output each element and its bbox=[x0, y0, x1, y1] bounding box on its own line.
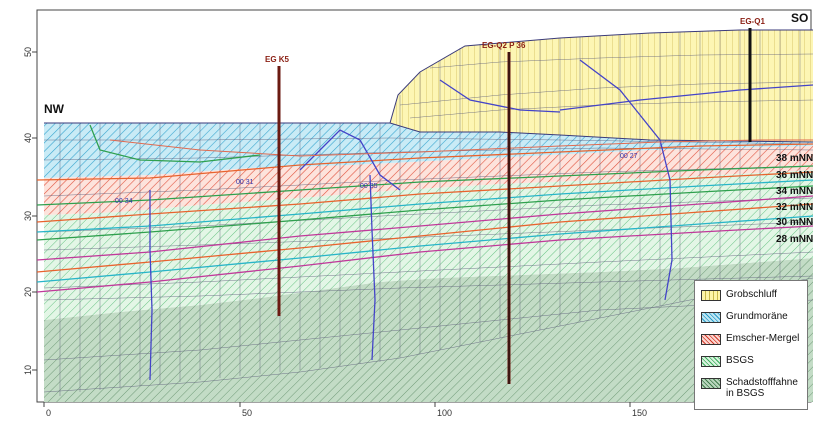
legend-item-bsgs: BSGS bbox=[701, 355, 754, 367]
legend-label: Schadstofffahne in BSGS bbox=[726, 377, 798, 399]
layer-schadstofffahne bbox=[44, 258, 813, 402]
y-tick-label: 30 bbox=[23, 211, 33, 221]
contour-label: 00 35 bbox=[360, 183, 378, 190]
x-tick-label: 150 bbox=[632, 408, 647, 418]
layer-emscher-mergel bbox=[44, 146, 813, 215]
well-label-eg-k5: EG K5 bbox=[265, 55, 290, 64]
label-so: SO bbox=[791, 11, 808, 25]
contour-label: 00 27 bbox=[620, 153, 638, 160]
level-label: 38 mNN bbox=[776, 153, 813, 164]
x-tick-label: 100 bbox=[437, 408, 452, 418]
level-label: 32 mNN bbox=[776, 202, 813, 213]
x-tick-label: 50 bbox=[242, 408, 252, 418]
y-tick-label: 10 bbox=[23, 365, 33, 375]
contour-label: 00 31 bbox=[236, 179, 254, 186]
level-label: 36 mNN bbox=[776, 170, 813, 181]
red-contour bbox=[109, 139, 813, 157]
legend-swatch bbox=[701, 378, 721, 389]
legend-swatch bbox=[701, 290, 721, 301]
well-label-eg-q2: EG-Q2 P 36 bbox=[482, 41, 526, 50]
y-tick-label: 40 bbox=[23, 133, 33, 143]
layer-grobschluff bbox=[390, 30, 813, 142]
iso-lines bbox=[37, 59, 813, 381]
layer-grundmoraene bbox=[44, 123, 813, 178]
y-tick-label: 20 bbox=[23, 287, 33, 297]
x-tick-label: 0 bbox=[46, 408, 51, 418]
contour-label: 00 34 bbox=[115, 198, 133, 205]
y-axis-labels: 50 40 30 20 10 bbox=[23, 47, 33, 375]
layer-boundaries bbox=[44, 29, 813, 143]
legend-item-grundmoraene: Grundmoräne bbox=[701, 311, 788, 323]
legend-label: Grobschluff bbox=[726, 289, 777, 300]
level-label: 34 mNN bbox=[776, 186, 813, 197]
well-label-eg-q1: EG-Q1 bbox=[740, 17, 765, 26]
legend-label: Emscher-Mergel bbox=[726, 333, 800, 344]
legend-swatch bbox=[701, 312, 721, 323]
level-label: 30 mNN bbox=[776, 217, 813, 228]
axis-ticks bbox=[32, 51, 631, 407]
legend-swatch bbox=[701, 334, 721, 345]
legend-label: Grundmoräne bbox=[726, 311, 788, 322]
legend-item-emscher-mergel: Emscher-Mergel bbox=[701, 333, 799, 345]
x-axis-labels: 0 50 100 150 bbox=[46, 408, 647, 418]
level-label: 28 mNN bbox=[776, 234, 813, 245]
label-nw: NW bbox=[44, 102, 65, 116]
legend-item-grobschluff: Grobschluff bbox=[701, 289, 777, 301]
level-labels: 38 mNN 36 mNN 34 mNN 32 mNN 30 mNN 28 mN… bbox=[776, 153, 813, 245]
mesh-verticals bbox=[59, 30, 801, 396]
legend-label: BSGS bbox=[726, 355, 754, 366]
legend: Grobschluff Grundmoräne Emscher-Mergel B… bbox=[694, 280, 808, 410]
y-tick-label: 50 bbox=[23, 47, 33, 57]
legend-item-schadstofffahne: Schadstofffahne in BSGS bbox=[701, 377, 798, 399]
legend-swatch bbox=[701, 356, 721, 367]
